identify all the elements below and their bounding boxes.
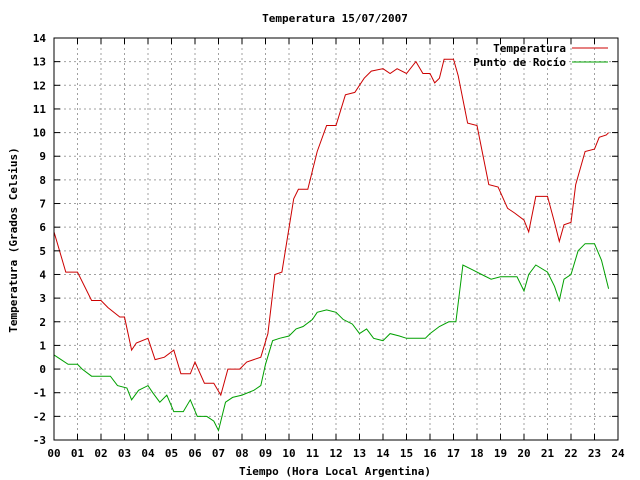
y-tick-label: 14 (33, 32, 47, 45)
x-tick-label: 00 (47, 447, 60, 460)
x-tick-label: 13 (353, 447, 366, 460)
x-tick-label: 04 (141, 447, 155, 460)
y-tick-label: -2 (33, 410, 46, 423)
x-tick-label: 18 (470, 447, 483, 460)
x-tick-label: 17 (447, 447, 460, 460)
x-tick-label: 03 (118, 447, 131, 460)
chart-title: Temperatura 15/07/2007 (262, 12, 408, 25)
y-tick-label: -1 (33, 387, 47, 400)
y-tick-label: 5 (39, 245, 46, 258)
y-tick-label: 6 (39, 221, 46, 234)
x-tick-label: 23 (588, 447, 601, 460)
x-axis-label: Tiempo (Hora Local Argentina) (239, 465, 431, 478)
series-line-punto-de-rocio (53, 243, 610, 432)
y-tick-label: 2 (39, 316, 46, 329)
y-tick-label: -3 (33, 434, 46, 447)
x-tick-label: 11 (306, 447, 320, 460)
y-axis-label: Temperatura (Grados Celsius) (7, 147, 20, 332)
legend-label-punto-de-rocio: Punto de Rocío (473, 56, 566, 69)
x-tick-label: 01 (71, 447, 85, 460)
x-tick-label: 07 (212, 447, 225, 460)
x-tick-label: 19 (494, 447, 507, 460)
y-tick-label: 9 (39, 150, 46, 163)
y-tick-label: 4 (39, 268, 46, 281)
x-tick-label: 24 (611, 447, 625, 460)
y-tick-label: 13 (33, 56, 46, 69)
x-tick-label: 09 (259, 447, 272, 460)
x-tick-label: 02 (94, 447, 107, 460)
x-tick-label: 10 (282, 447, 295, 460)
x-tick-label: 15 (400, 447, 413, 460)
grid-lines (54, 38, 618, 440)
x-tick-label: 06 (188, 447, 202, 460)
x-tick-label: 05 (165, 447, 178, 460)
x-tick-label: 20 (517, 447, 530, 460)
x-tick-label: 14 (376, 447, 390, 460)
series-line-temperatura (53, 58, 609, 397)
x-tick-label: 16 (423, 447, 437, 460)
y-tick-label: 1 (39, 339, 46, 352)
legend-label-temperatura: Temperatura (493, 42, 566, 55)
y-tick-label: 12 (33, 79, 46, 92)
y-tick-label: 3 (39, 292, 46, 305)
x-tick-label: 21 (541, 447, 555, 460)
x-tick-label: 08 (235, 447, 248, 460)
y-tick-label: 0 (39, 363, 46, 376)
y-tick-label: 11 (33, 103, 47, 116)
x-tick-label: 12 (329, 447, 342, 460)
axis-ticks: 00 01 02 03 04 05 06 07 08 09 10 11 12 13 14 15 16 17 18 19… (33, 32, 625, 460)
series-lines (53, 58, 610, 432)
y-tick-label: 7 (39, 198, 46, 211)
y-tick-label: 10 (33, 127, 46, 140)
x-tick-label: 22 (564, 447, 577, 460)
y-tick-label: 8 (39, 174, 46, 187)
